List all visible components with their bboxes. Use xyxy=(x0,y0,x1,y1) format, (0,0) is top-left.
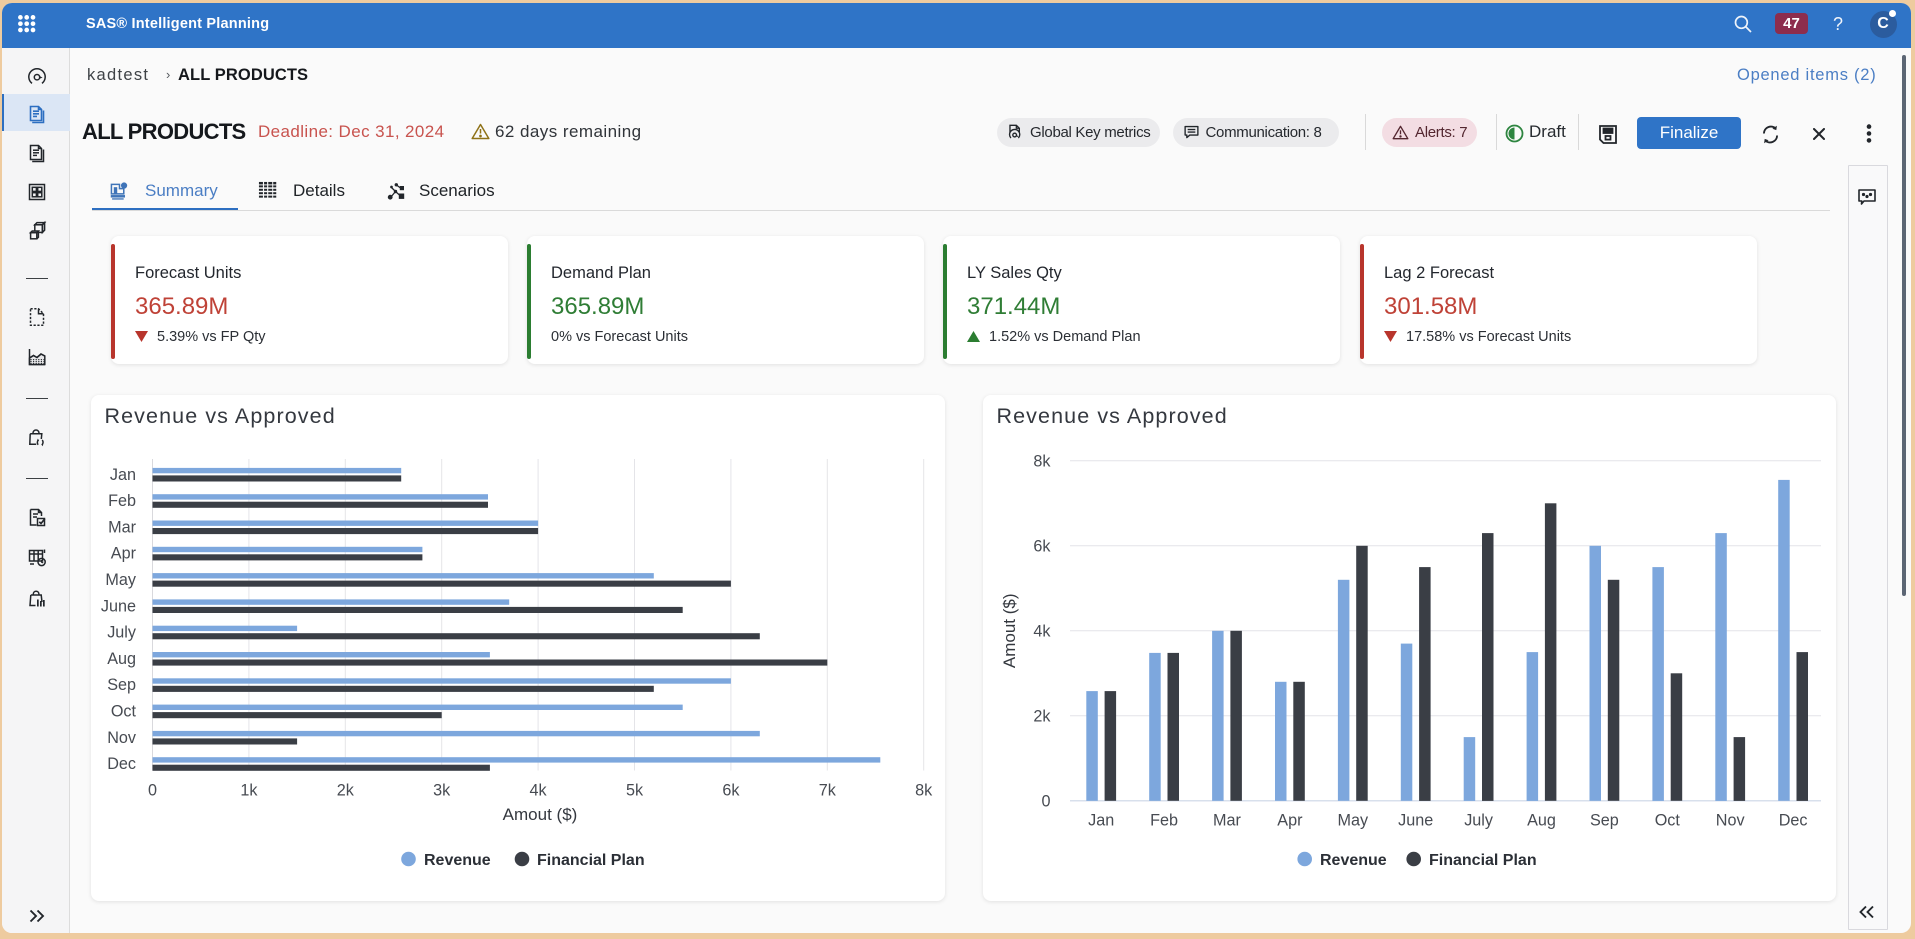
svg-text:Dec: Dec xyxy=(107,755,136,773)
svg-text:July: July xyxy=(1464,812,1494,830)
svg-text:4k: 4k xyxy=(1033,623,1051,641)
svg-text:May: May xyxy=(105,571,136,589)
svg-text:Apr: Apr xyxy=(1277,812,1303,830)
svg-text:0: 0 xyxy=(148,782,157,800)
svg-text:Jan: Jan xyxy=(110,466,136,484)
svg-text:Apr: Apr xyxy=(111,545,137,563)
svg-text:June: June xyxy=(1398,812,1433,830)
svg-text:6k: 6k xyxy=(1033,538,1051,556)
svg-text:May: May xyxy=(1338,812,1369,830)
svg-text:Oct: Oct xyxy=(111,703,137,721)
svg-text:Revenue: Revenue xyxy=(1320,852,1387,869)
svg-text:Nov: Nov xyxy=(1716,812,1746,830)
svg-text:4k: 4k xyxy=(530,782,548,800)
svg-text:Financial Plan: Financial Plan xyxy=(1429,852,1537,869)
svg-text:2k: 2k xyxy=(1033,708,1051,726)
svg-text:Amout ($): Amout ($) xyxy=(1000,594,1019,669)
svg-text:0: 0 xyxy=(1041,793,1050,811)
svg-text:Amout ($): Amout ($) xyxy=(503,805,578,824)
svg-text:June: June xyxy=(101,598,136,616)
svg-text:1k: 1k xyxy=(240,782,258,800)
svg-text:7k: 7k xyxy=(819,782,837,800)
svg-text:Feb: Feb xyxy=(1150,812,1178,830)
svg-text:Aug: Aug xyxy=(107,650,136,668)
svg-text:Dec: Dec xyxy=(1779,812,1808,830)
svg-text:6k: 6k xyxy=(722,782,740,800)
svg-text:Feb: Feb xyxy=(108,492,136,510)
svg-text:Sep: Sep xyxy=(1590,812,1619,830)
svg-text:2k: 2k xyxy=(337,782,355,800)
svg-text:Jan: Jan xyxy=(1088,812,1114,830)
svg-text:Revenue: Revenue xyxy=(424,852,491,869)
svg-text:Aug: Aug xyxy=(1527,812,1556,830)
svg-text:Revenue vs Approved: Revenue vs Approved xyxy=(997,404,1228,428)
svg-text:3k: 3k xyxy=(433,782,451,800)
svg-text:5k: 5k xyxy=(626,782,644,800)
svg-text:Sep: Sep xyxy=(107,677,136,695)
svg-text:8k: 8k xyxy=(915,782,933,800)
svg-text:Mar: Mar xyxy=(1213,812,1241,830)
svg-text:Nov: Nov xyxy=(107,729,137,747)
svg-text:8k: 8k xyxy=(1033,453,1051,471)
svg-text:Financial Plan: Financial Plan xyxy=(537,852,645,869)
svg-text:Oct: Oct xyxy=(1655,812,1681,830)
svg-text:Revenue vs Approved: Revenue vs Approved xyxy=(105,404,336,428)
svg-text:July: July xyxy=(107,624,137,642)
svg-text:Mar: Mar xyxy=(108,519,136,537)
